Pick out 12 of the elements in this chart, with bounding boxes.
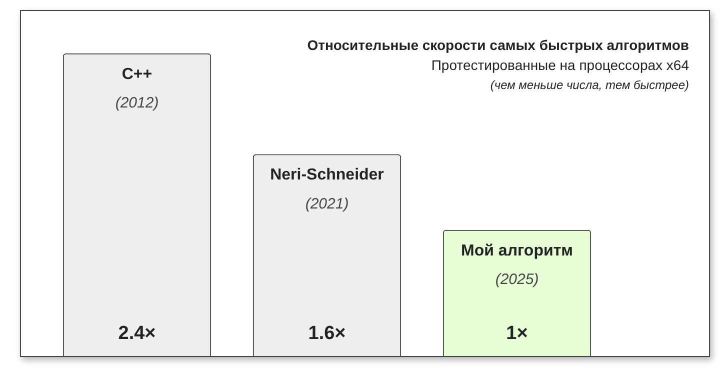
x-tick-label: Мой алгоритм	[461, 242, 573, 260]
chart-subtitle: Протестированные на процессорах x64	[430, 56, 689, 75]
chart-title: Относительные скорости самых быстрых алгоритмов	[307, 36, 689, 55]
data-label: 1.6×	[308, 323, 346, 344]
annotation: (2021)	[305, 195, 349, 212]
x-tick-label: C++	[122, 66, 152, 83]
annotation: (2025)	[495, 271, 539, 288]
annotation: (2012)	[115, 94, 159, 112]
data-label: 2.4×	[118, 323, 156, 344]
x-tick-label: Neri-Schneider	[270, 166, 384, 184]
data-label: 1×	[506, 323, 528, 344]
annotation: (чем меньше числа, тем быстрее)	[489, 77, 689, 94]
